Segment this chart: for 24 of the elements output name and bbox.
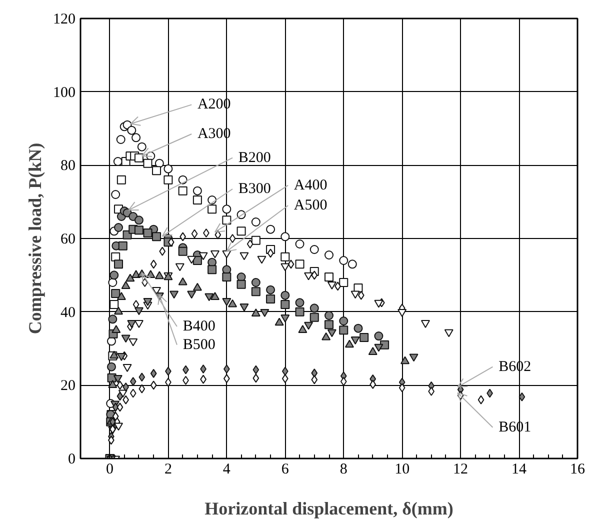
x-tick-label: 2	[164, 462, 172, 478]
y-tick-label: 60	[60, 232, 76, 248]
y-tick-label: 80	[60, 158, 76, 174]
x-tick-label: 16	[570, 462, 586, 478]
y-tick-label: 100	[53, 84, 76, 101]
x-tick-label: 8	[340, 462, 348, 478]
y-tick-label: 120	[53, 12, 76, 28]
y-tick-label: 0	[68, 452, 76, 468]
text: A500	[294, 198, 328, 214]
text: B200	[238, 150, 271, 166]
x-axis-title: Horizontal displacement, δ(mm)	[204, 498, 454, 518]
x-tick-label: 10	[394, 462, 410, 478]
x-tick-label: 12	[453, 462, 468, 478]
x-tick-label: 6	[281, 462, 290, 478]
y-axis-title: Compressive load, P(kN)	[25, 142, 45, 334]
x-tick-label: 0	[106, 462, 114, 478]
x-tick-label: 4	[222, 462, 231, 478]
y-tick-label: 20	[60, 378, 76, 394]
text: B300	[238, 181, 271, 197]
y-tick-label: 40	[60, 304, 76, 321]
x-tick-label: 14	[512, 462, 528, 478]
series-label: B400	[182, 318, 216, 334]
text: A400	[294, 177, 328, 194]
text: B500	[182, 336, 216, 353]
